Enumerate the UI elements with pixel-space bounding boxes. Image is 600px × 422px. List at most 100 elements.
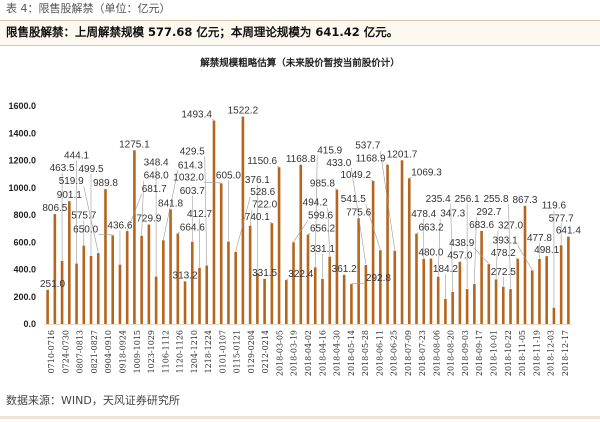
bar <box>285 280 288 324</box>
bar <box>480 230 483 324</box>
data-label: 478.4 <box>411 209 436 220</box>
data-label: 663.2 <box>418 223 443 234</box>
label-leader-line <box>269 221 272 223</box>
bar <box>328 256 331 324</box>
bar <box>523 205 527 324</box>
data-label: 650.0 <box>73 224 98 235</box>
summary-banner: 限售股解禁：上周解禁规模 577.68 亿元；本周理论规模为 641.42 亿元… <box>0 20 600 46</box>
x-tick-label: 0918-0924 <box>118 330 127 373</box>
label-leader-line <box>276 165 280 168</box>
data-label: 463.5 <box>50 163 75 174</box>
bar <box>306 234 310 324</box>
bar <box>299 164 303 324</box>
label-leader-line <box>314 155 318 267</box>
data-label: 740.1 <box>245 212 270 223</box>
bar <box>458 261 462 324</box>
data-label: 575.7 <box>71 211 96 222</box>
bar <box>111 235 115 324</box>
data-label: 1493.4 <box>181 110 212 121</box>
bar <box>277 167 281 324</box>
x-tick-label: 2018-12-17 <box>561 330 570 376</box>
label-leader-line <box>98 234 113 236</box>
y-tick-label: 200.0 <box>13 292 36 302</box>
data-label: 348.4 <box>144 158 169 169</box>
bar <box>241 116 245 324</box>
data-label: 436.6 <box>107 221 132 232</box>
bar <box>321 278 324 324</box>
data-label: 494.2 <box>303 198 328 209</box>
data-label: 1049.2 <box>341 170 372 181</box>
label-leader-line <box>249 209 253 226</box>
bar <box>162 240 165 324</box>
data-label: 499.5 <box>79 164 104 175</box>
data-label: 361.2 <box>332 264 357 275</box>
x-tick-label: 2018-04-30 <box>333 330 342 376</box>
x-tick-label: 2018-08-06 <box>432 330 441 376</box>
bar-chart: 0.0 200.0 400.0 600.0 800.0 1000.0 1200.0 1400.… <box>8 101 581 376</box>
bar <box>133 150 136 324</box>
bar <box>263 278 266 324</box>
bar <box>501 286 505 324</box>
label-leader-line <box>351 282 366 284</box>
data-label: 775.6 <box>346 207 371 218</box>
bar <box>451 291 454 324</box>
bar <box>538 258 541 324</box>
bar <box>335 189 339 324</box>
bar <box>104 189 107 324</box>
label-leader-line <box>365 204 381 250</box>
chart-title: 解禁规模粗略估算（未来股价暂按当前股价计） <box>200 58 400 69</box>
bar <box>205 265 209 324</box>
bar <box>89 255 93 324</box>
x-tick-label: 2018-09-03 <box>461 330 470 376</box>
x-tick-label: 2018-12-03 <box>547 330 556 376</box>
data-label: 603.7 <box>180 186 205 197</box>
y-tick-label: 0.0 <box>23 319 36 329</box>
y-axis: 0.0 200.0 400.0 600.0 800.0 1000.0 1200.0 1400.… <box>8 101 36 329</box>
bar <box>118 264 122 324</box>
bar <box>516 258 520 324</box>
x-tick-label: 2018-04-16 <box>318 330 327 376</box>
data-label: 985.8 <box>310 179 335 190</box>
data-label: 376.1 <box>245 175 270 186</box>
x-tick-label: 0710-0716 <box>47 330 56 373</box>
data-label: 327.0 <box>498 220 523 231</box>
data-label: 867.3 <box>512 195 537 206</box>
label-leader-line <box>409 177 412 179</box>
y-tick-label: 400.0 <box>13 265 36 275</box>
data-label: 1168.9 <box>356 154 386 165</box>
data-label: 1201.7 <box>387 149 418 160</box>
bar <box>140 235 143 324</box>
label-leader-line <box>474 217 477 284</box>
data-label: 1168.8 <box>286 154 316 165</box>
bar <box>154 276 158 324</box>
x-tick-label: 2018-07-09 <box>404 330 413 376</box>
bar <box>227 241 230 324</box>
label-leader-line <box>163 170 179 240</box>
bar <box>465 289 469 324</box>
bar <box>567 236 570 324</box>
data-label: 313.2 <box>173 270 198 281</box>
data-label: 347.3 <box>440 209 465 220</box>
bar <box>190 241 194 324</box>
x-tick-label: 2018-09-17 <box>475 330 484 376</box>
data-label: 415.9 <box>317 145 342 156</box>
label-leader-line <box>385 163 388 165</box>
x-tick-label: 1120-1126 <box>176 330 185 373</box>
x-tick-label: 2018-11-19 <box>532 330 541 376</box>
bar <box>371 181 375 324</box>
bar <box>53 214 57 324</box>
bar <box>422 258 426 324</box>
data-label: 433.0 <box>326 158 351 169</box>
bar <box>487 264 491 324</box>
bar <box>256 272 259 324</box>
data-label: 537.7 <box>355 141 380 152</box>
data-label: 722.0 <box>252 200 277 211</box>
bar <box>183 281 187 324</box>
bar <box>379 250 382 324</box>
bar <box>60 260 64 324</box>
x-tick-label: 0129-0204 <box>247 330 256 373</box>
data-label: 989.8 <box>93 178 118 189</box>
bar <box>292 242 295 324</box>
x-tick-label: 0115-0121 <box>233 330 242 373</box>
x-tick-label: 0807-0813 <box>76 330 85 373</box>
